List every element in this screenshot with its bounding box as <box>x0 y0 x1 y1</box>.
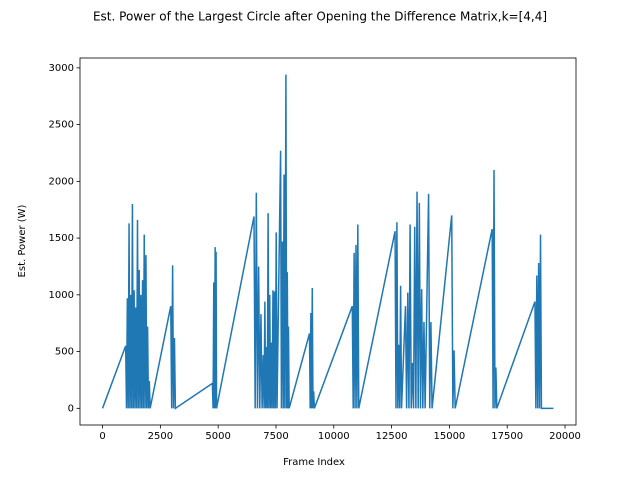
chart-title: Est. Power of the Largest Circle after O… <box>93 10 547 24</box>
y-tick-label: 1000 <box>49 290 74 301</box>
x-tick-label: 15000 <box>433 431 465 442</box>
x-tick-label: 5000 <box>205 431 230 442</box>
y-axis-label: Est. Power (W) <box>17 204 28 277</box>
x-axis-label: Frame Index <box>283 457 345 468</box>
y-tick-label: 2500 <box>49 120 74 131</box>
x-tick-label: 7500 <box>263 431 288 442</box>
data-line <box>101 74 554 410</box>
x-tick-label: 12500 <box>376 431 408 442</box>
x-tick-label: 2500 <box>148 431 173 442</box>
x-tick-label: 20000 <box>549 431 581 442</box>
plot-frame <box>79 57 577 426</box>
y-tick-label: 0 <box>68 403 74 414</box>
x-tick-label: 0 <box>99 431 105 442</box>
x-tick-label: 10000 <box>318 431 350 442</box>
y-tick-label: 2000 <box>49 176 74 187</box>
y-tick-label: 3000 <box>49 63 74 74</box>
y-tick-label: 1500 <box>49 233 74 244</box>
x-tick-label: 17500 <box>491 431 523 442</box>
y-tick-label: 500 <box>55 347 74 358</box>
